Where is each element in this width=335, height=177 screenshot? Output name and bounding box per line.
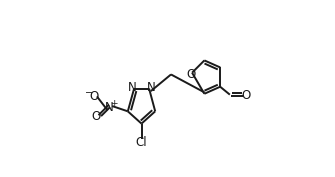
Text: O: O	[89, 90, 98, 103]
Text: O: O	[241, 89, 250, 102]
Text: N: N	[105, 101, 114, 114]
Text: −: −	[85, 88, 93, 98]
Text: N: N	[147, 81, 155, 94]
Text: Cl: Cl	[136, 136, 147, 149]
Text: O: O	[187, 68, 196, 81]
Text: N: N	[128, 81, 136, 94]
Text: +: +	[110, 99, 117, 109]
Text: O: O	[92, 110, 101, 123]
